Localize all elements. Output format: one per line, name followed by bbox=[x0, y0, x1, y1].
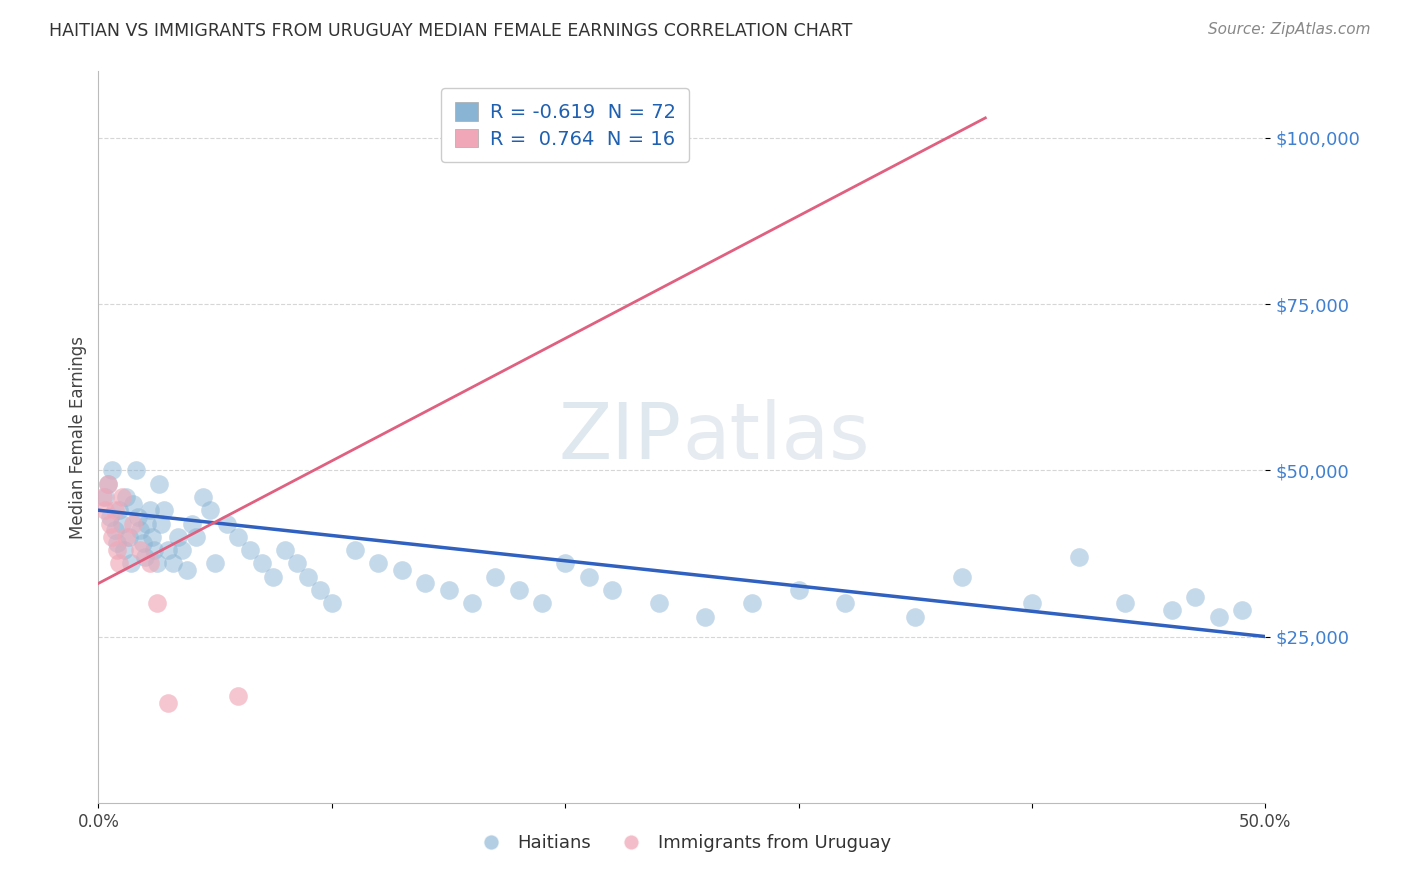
Point bbox=[111, 516, 134, 531]
Point bbox=[141, 530, 163, 544]
Point bbox=[132, 536, 155, 550]
Point bbox=[554, 557, 576, 571]
Point bbox=[1230, 603, 1253, 617]
Point bbox=[115, 490, 138, 504]
Point bbox=[134, 549, 156, 564]
Point bbox=[413, 576, 436, 591]
Point bbox=[250, 557, 273, 571]
Point bbox=[186, 530, 208, 544]
Point bbox=[136, 516, 159, 531]
Point bbox=[104, 523, 127, 537]
Point bbox=[122, 497, 145, 511]
Point bbox=[391, 563, 413, 577]
Point bbox=[530, 596, 553, 610]
Point bbox=[647, 596, 669, 610]
Point bbox=[157, 696, 180, 710]
Point bbox=[127, 509, 149, 524]
Point bbox=[157, 543, 180, 558]
Point bbox=[297, 570, 319, 584]
Point bbox=[101, 463, 124, 477]
Point bbox=[180, 516, 202, 531]
Point bbox=[146, 557, 169, 571]
Point bbox=[600, 582, 623, 597]
Text: ZIP: ZIP bbox=[560, 399, 682, 475]
Text: Source: ZipAtlas.com: Source: ZipAtlas.com bbox=[1208, 22, 1371, 37]
Point bbox=[741, 596, 763, 610]
Point bbox=[105, 543, 128, 558]
Point bbox=[108, 503, 131, 517]
Point bbox=[166, 530, 188, 544]
Point bbox=[437, 582, 460, 597]
Point bbox=[139, 557, 162, 571]
Point bbox=[285, 557, 308, 571]
Point bbox=[309, 582, 332, 597]
Point bbox=[97, 476, 120, 491]
Point bbox=[461, 596, 484, 610]
Point bbox=[108, 557, 131, 571]
Point bbox=[150, 516, 173, 531]
Point bbox=[148, 476, 170, 491]
Point bbox=[508, 582, 530, 597]
Point bbox=[143, 543, 166, 558]
Y-axis label: Median Female Earnings: Median Female Earnings bbox=[69, 335, 87, 539]
Point bbox=[1208, 609, 1230, 624]
Point bbox=[139, 503, 162, 517]
Point bbox=[484, 570, 506, 584]
Point bbox=[228, 690, 250, 704]
Point bbox=[950, 570, 973, 584]
Point bbox=[1184, 590, 1206, 604]
Point bbox=[122, 516, 145, 531]
Point bbox=[274, 543, 297, 558]
Point bbox=[105, 536, 128, 550]
Point bbox=[176, 563, 198, 577]
Point bbox=[215, 516, 238, 531]
Point bbox=[834, 596, 856, 610]
Point bbox=[578, 570, 600, 584]
Point bbox=[321, 596, 343, 610]
Point bbox=[172, 543, 194, 558]
Point bbox=[162, 557, 184, 571]
Point bbox=[200, 503, 222, 517]
Point bbox=[115, 530, 138, 544]
Point bbox=[344, 543, 367, 558]
Point bbox=[695, 609, 717, 624]
Point bbox=[118, 530, 141, 544]
Point bbox=[129, 543, 152, 558]
Point bbox=[239, 543, 262, 558]
Point bbox=[98, 509, 121, 524]
Point bbox=[94, 490, 117, 504]
Point bbox=[112, 543, 135, 558]
Point bbox=[204, 557, 226, 571]
Text: atlas: atlas bbox=[682, 399, 869, 475]
Point bbox=[97, 476, 120, 491]
Point bbox=[152, 503, 174, 517]
Text: HAITIAN VS IMMIGRANTS FROM URUGUAY MEDIAN FEMALE EARNINGS CORRELATION CHART: HAITIAN VS IMMIGRANTS FROM URUGUAY MEDIA… bbox=[49, 22, 852, 40]
Legend: Haitians, Immigrants from Uruguay: Haitians, Immigrants from Uruguay bbox=[465, 827, 898, 860]
Point bbox=[1067, 549, 1090, 564]
Point bbox=[1021, 596, 1043, 610]
Point bbox=[228, 530, 250, 544]
Point bbox=[1161, 603, 1184, 617]
Point bbox=[1114, 596, 1136, 610]
Point bbox=[367, 557, 389, 571]
Point bbox=[129, 523, 152, 537]
Point bbox=[146, 596, 169, 610]
Point bbox=[125, 463, 148, 477]
Point bbox=[262, 570, 284, 584]
Point bbox=[91, 490, 114, 504]
Point bbox=[904, 609, 927, 624]
Point bbox=[101, 530, 124, 544]
Point bbox=[120, 557, 142, 571]
Point bbox=[193, 490, 215, 504]
Point bbox=[104, 503, 127, 517]
Point bbox=[111, 490, 134, 504]
Point bbox=[787, 582, 810, 597]
Point bbox=[94, 503, 117, 517]
Point bbox=[98, 516, 121, 531]
